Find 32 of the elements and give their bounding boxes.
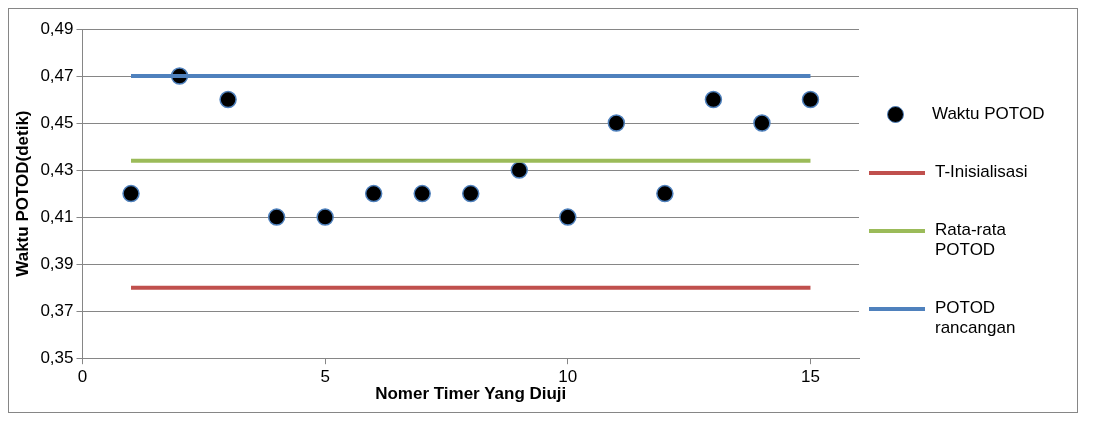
y-tick-label: 0,49 (40, 18, 74, 38)
point (122, 184, 140, 203)
y-tick-label: 0,45 (40, 112, 74, 132)
x-tick-label: 10 (558, 367, 578, 387)
y-tick-label: 0,43 (40, 159, 74, 179)
point (656, 184, 674, 203)
point (267, 208, 286, 226)
point (559, 208, 577, 226)
point (413, 184, 431, 203)
point (219, 90, 237, 109)
legend-label: T-Inisialisasi (935, 161, 1029, 182)
y-tick-label: 0,37 (40, 300, 74, 320)
point (364, 184, 383, 203)
point (704, 90, 723, 109)
legend-label: Waktu POTOD (932, 103, 1046, 124)
y-tick-label: 0,47 (40, 65, 74, 85)
x-axis-title: Nomer Timer Yang Diuji (375, 384, 567, 404)
x-tick-label: 0 (77, 367, 88, 387)
y-axis-title: Waktu POTOD(detik) (12, 110, 32, 277)
point (316, 208, 334, 226)
point (461, 184, 480, 203)
x-tick-label: 5 (320, 367, 330, 387)
point (607, 114, 626, 132)
y-tick-label: 0,35 (40, 347, 74, 367)
x-tick-label: 15 (801, 367, 820, 387)
point (753, 114, 771, 132)
y-tick-label: 0,39 (40, 253, 74, 273)
legend-label: Rata-rata POTOD (935, 219, 1007, 260)
legend-label: POTOD rancangan (935, 297, 1017, 338)
y-tick-label: 0,41 (40, 206, 74, 226)
point (801, 90, 820, 109)
point (510, 161, 529, 179)
